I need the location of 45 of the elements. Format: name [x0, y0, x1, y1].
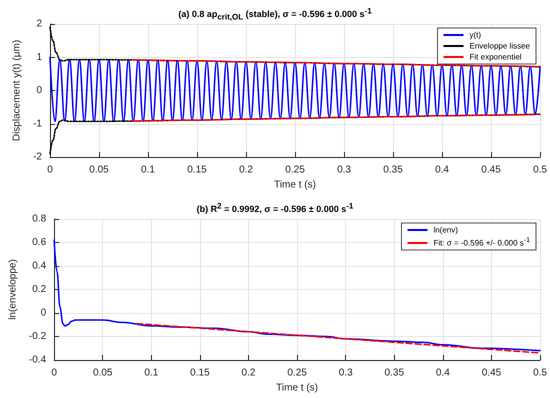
line-series — [49, 26, 541, 68]
y-tick-label: 0.6 — [32, 237, 47, 248]
y-tick-label: 2 — [36, 18, 42, 30]
x-tick-label: 0.1 — [144, 368, 159, 378]
x-tick-label: 0.1 — [141, 164, 156, 176]
line-series — [53, 239, 541, 352]
y-tick-label: 0 — [36, 85, 42, 96]
x-tick-label: 0.3 — [337, 164, 352, 176]
x-axis-title: Time t (s) — [276, 382, 318, 394]
x-tick-label: 0.25 — [287, 368, 308, 378]
x-tick-label: 0.25 — [285, 164, 306, 176]
x-tick-label: 0.2 — [239, 164, 254, 176]
y-tick-label: -0.2 — [28, 331, 47, 342]
legend-label: Fit exponentiel — [470, 52, 522, 62]
x-tick-label: 0 — [51, 368, 58, 378]
x-tick-label: 0.5 — [533, 368, 548, 378]
x-tick-label: 0.35 — [384, 368, 404, 378]
y-axis-title: Displacement y(t) (μm) — [12, 40, 22, 142]
x-tick-label: 0.35 — [383, 164, 404, 176]
y-tick-label: 0.4 — [32, 260, 47, 272]
legend-label: y(t) — [470, 30, 482, 40]
y-tick-label: -1 — [33, 118, 42, 130]
y-tick-label: -0.4 — [28, 354, 47, 366]
x-tick-label: 0.4 — [436, 368, 450, 378]
x-tick-label: 0.5 — [533, 164, 548, 176]
x-tick-label: 0.45 — [482, 368, 502, 378]
x-tick-label: 0.45 — [481, 164, 502, 176]
y-tick-label: 0.8 — [32, 214, 47, 224]
y-tick-label: -2 — [33, 152, 42, 162]
legend-label: ln(env) — [433, 226, 458, 234]
line-series — [132, 114, 541, 122]
y-axis-title: ln(enveloppe) — [8, 259, 18, 320]
x-tick-label: 0.3 — [338, 368, 354, 378]
legend-label: Enveloppe lissee — [470, 42, 531, 50]
x-tick-label: 0.15 — [190, 368, 210, 378]
line-series — [49, 113, 541, 154]
y-tick-label: 0.2 — [32, 284, 47, 295]
x-tick-label: 0.05 — [92, 368, 113, 378]
x-axis-title: Time t (s) — [274, 179, 316, 190]
y-tick-label: 0 — [40, 308, 47, 318]
x-tick-label: 0.15 — [187, 164, 208, 176]
y-tick-label: 1 — [36, 52, 42, 63]
x-tick-label: 0.4 — [435, 164, 450, 176]
x-tick-label: 0.05 — [89, 164, 110, 176]
x-tick-label: 0.2 — [242, 368, 256, 378]
